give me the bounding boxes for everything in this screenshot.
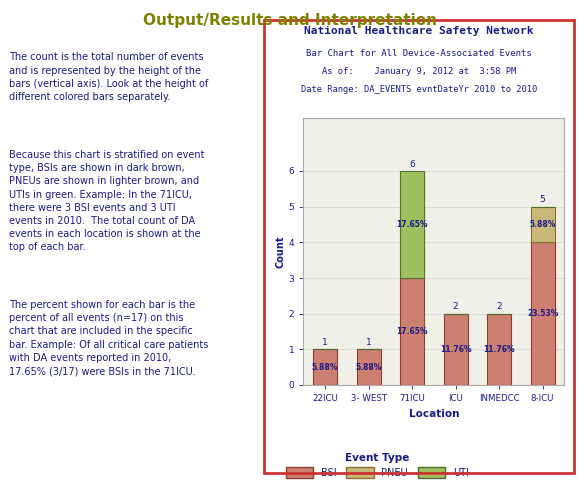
Text: Date Range: DA_EVENTS evntDateYr 2010 to 2010: Date Range: DA_EVENTS evntDateYr 2010 to… xyxy=(301,85,537,94)
Text: 5.88%: 5.88% xyxy=(312,362,338,372)
Text: 1: 1 xyxy=(322,338,328,347)
Text: The percent shown for each bar is the
percent of all events (n=17) on this
chart: The percent shown for each bar is the pe… xyxy=(9,300,208,376)
Bar xyxy=(313,350,337,385)
Bar xyxy=(487,314,511,385)
Text: National Healthcare Safety Network: National Healthcare Safety Network xyxy=(304,26,534,36)
Text: 5: 5 xyxy=(540,195,545,204)
Text: 1: 1 xyxy=(366,338,371,347)
Text: 11.76%: 11.76% xyxy=(440,345,472,354)
Text: 5.88%: 5.88% xyxy=(356,362,382,372)
Text: As of:    January 9, 2012 at  3:58 PM: As of: January 9, 2012 at 3:58 PM xyxy=(322,68,516,76)
Text: 17.65%: 17.65% xyxy=(396,327,428,336)
Bar xyxy=(531,242,554,385)
Text: Output/Results and Interpretation: Output/Results and Interpretation xyxy=(143,12,437,28)
Text: 2: 2 xyxy=(453,302,458,311)
Bar xyxy=(357,350,380,385)
Bar xyxy=(531,206,554,242)
Text: 23.53%: 23.53% xyxy=(527,309,559,318)
Legend: BSI, PNEU, UTI: BSI, PNEU, UTI xyxy=(282,448,473,482)
Y-axis label: Count: Count xyxy=(276,235,286,268)
Bar xyxy=(444,314,467,385)
Bar xyxy=(400,171,424,278)
Text: 11.76%: 11.76% xyxy=(483,345,515,354)
Text: Because this chart is stratified on event
type, BSIs are shown in dark brown,
PN: Because this chart is stratified on even… xyxy=(9,150,204,252)
Text: 6: 6 xyxy=(409,160,415,168)
Text: The count is the total number of events
and is represented by the height of the
: The count is the total number of events … xyxy=(9,52,208,102)
X-axis label: Location: Location xyxy=(408,408,459,418)
Bar xyxy=(400,278,424,385)
Text: 5.88%: 5.88% xyxy=(530,220,556,229)
Text: 2: 2 xyxy=(496,302,502,311)
Text: Bar Chart for All Device-Associated Events: Bar Chart for All Device-Associated Even… xyxy=(306,49,532,58)
Text: 17.65%: 17.65% xyxy=(396,220,428,229)
